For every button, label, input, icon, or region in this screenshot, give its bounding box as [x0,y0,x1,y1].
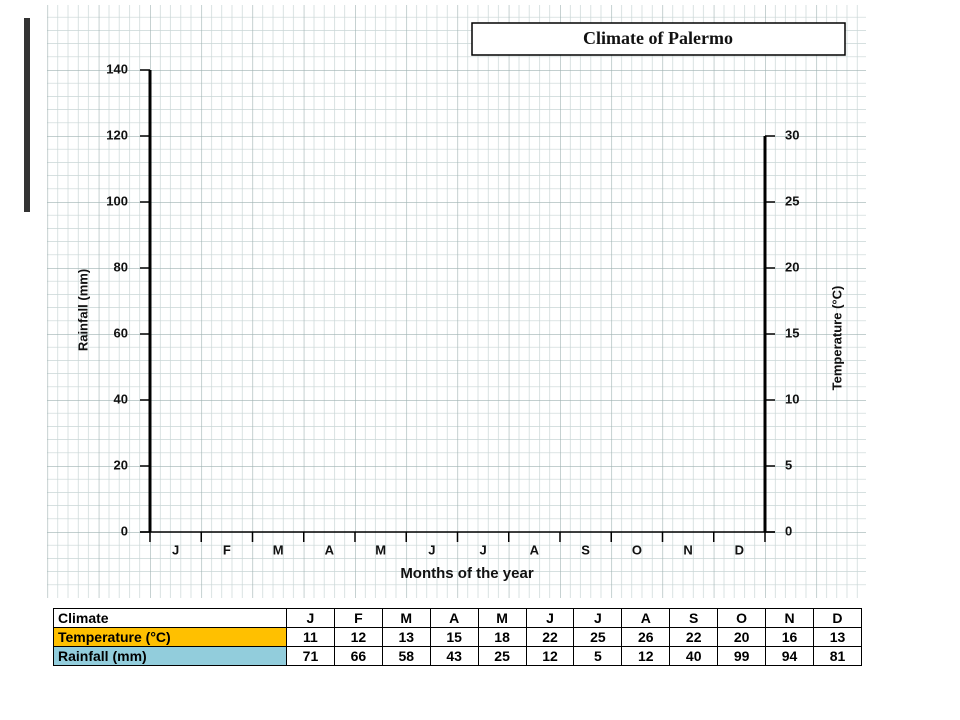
x-tick-label: M [375,542,386,557]
table-cell: 66 [333,646,383,666]
x-axis-label: Months of the year [400,565,534,582]
y-axis-label: Rainfall (mm) [75,269,90,351]
x-tick-label: F [223,542,231,557]
x-tick-label: S [581,542,590,557]
y2-tick-label: 15 [785,325,799,340]
y2-tick-label: 20 [785,259,799,274]
table-cell: 94 [765,646,814,666]
y-tick-label: 60 [114,325,128,340]
table-cell: 40 [669,646,719,666]
y-tick-label: 80 [114,259,128,274]
table-cell: 43 [429,646,479,666]
table-cell: 16 [765,627,814,647]
table-cell: 13 [812,627,863,647]
table-cell: 22 [525,627,575,647]
table-cell: M [381,608,431,628]
row-label: Temperature (°C) [53,627,287,647]
table-cell: 58 [381,646,431,666]
table-cell: 13 [381,627,431,647]
table-row: Rainfall (mm) 71 66 58 43 25 12 5 12 40 99 94 81 [53,646,863,666]
table-cell: N [765,608,814,628]
table-cell: 71 [286,646,335,666]
table-cell: 5 [573,646,623,666]
table-cell: 81 [812,646,863,666]
y-tick-label: 120 [106,127,128,142]
table-cell: 12 [525,646,575,666]
x-tick-label: A [325,542,335,557]
x-tick-label: J [172,542,179,557]
table-cell: 12 [621,646,671,666]
y2-axis-label: Temperature (°C) [829,286,844,391]
y2-tick-label: 25 [785,193,799,208]
row-label: Rainfall (mm) [53,646,287,666]
y-tick-label: 100 [106,193,128,208]
table-cell: J [573,608,623,628]
table-row: Temperature (°C) 11 12 13 15 18 22 25 26 22 20 16 13 [53,627,863,647]
x-tick-label: D [735,542,744,557]
y2-tick-label: 10 [785,391,799,406]
table-cell: S [669,608,719,628]
chart: Climate of Palermo Months of the year Ra… [24,5,866,598]
table-cell: 15 [429,627,479,647]
x-tick-label: M [273,542,284,557]
y-tick-label: 20 [114,457,128,472]
chart-title: Climate of Palermo [583,28,733,48]
row-label: Climate [53,608,287,628]
table-cell: D [812,608,863,628]
table-cell: 26 [621,627,671,647]
y2-tick-label: 30 [785,127,799,142]
y-tick-label: 140 [106,61,128,76]
table-cell: J [286,608,335,628]
table-cell: 99 [717,646,767,666]
x-tick-label: O [632,542,642,557]
y2-tick-label: 5 [785,457,792,472]
margin-bar [24,18,30,212]
y-tick-label: 40 [114,391,128,406]
y2-tick-label: 0 [785,523,792,538]
table-cell: 25 [573,627,623,647]
table-cell: 25 [477,646,527,666]
y-tick-label: 0 [121,523,128,538]
title-box [471,22,846,56]
table-cell: O [717,608,767,628]
table-cell: 12 [333,627,383,647]
table-cell: A [621,608,671,628]
table-cell: A [429,608,479,628]
x-tick-label: N [683,542,692,557]
table-cell: J [525,608,575,628]
x-tick-label: J [480,542,487,557]
table-cell: 18 [477,627,527,647]
table-cell: 20 [717,627,767,647]
table-cell: M [477,608,527,628]
x-tick-label: A [530,542,540,557]
climate-table: Climate J F M A M J J A S O N D Temperature (°C) 11 12 1… [53,608,863,666]
table-cell: F [333,608,383,628]
table-cell: 22 [669,627,719,647]
table-row: Climate J F M A M J J A S O N D [53,608,863,628]
graph-paper [47,5,866,598]
table-cell: 11 [286,627,335,647]
x-tick-label: J [428,542,435,557]
